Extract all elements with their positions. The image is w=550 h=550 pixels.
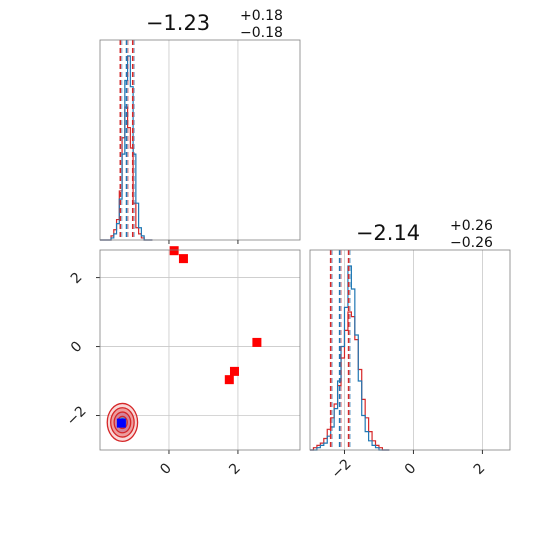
- panel-frame: [309, 249, 511, 451]
- scatter-point-red: [224, 375, 234, 385]
- x-tick-label: 0: [157, 460, 175, 478]
- title-minus: −0.18: [240, 25, 283, 41]
- panel-title-1: −2.14 +0.26−0.26: [356, 218, 493, 251]
- scatter-point-red: [229, 366, 239, 376]
- x-tick-label: 2: [471, 460, 489, 478]
- panel-frame: [99, 249, 301, 451]
- panel-frame: [99, 39, 301, 241]
- y-tick-label: 2: [68, 269, 86, 287]
- panel-title-0: −1.23 +0.18−0.18: [146, 8, 283, 41]
- title-plus: +0.26: [450, 218, 493, 234]
- scatter-point-blue: [116, 418, 126, 428]
- scatter-point-red: [252, 337, 262, 347]
- title-minus: −0.26: [450, 235, 493, 251]
- y-tick-label: −2: [64, 403, 90, 429]
- x-tick-label: 0: [402, 460, 420, 478]
- y-tick-label: 0: [68, 338, 86, 356]
- title-plus: +0.18: [240, 8, 283, 24]
- title-median: −2.14: [356, 221, 420, 245]
- scatter-point-red: [169, 246, 179, 256]
- x-tick-label: −2: [329, 456, 355, 482]
- scatter-point-red: [178, 254, 188, 264]
- x-tick-label: 2: [226, 460, 244, 478]
- title-median: −1.23: [146, 11, 210, 35]
- histogram-red-series: [310, 311, 390, 451]
